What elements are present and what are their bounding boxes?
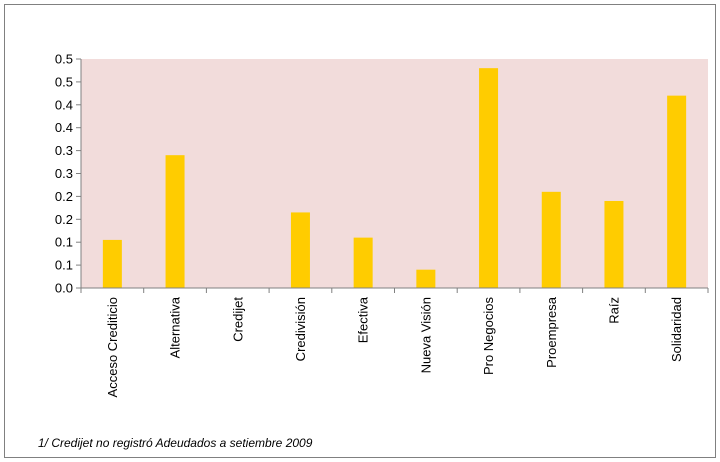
y-tick-label: 0.3	[55, 166, 73, 181]
x-category-label: Raíz	[606, 297, 621, 324]
bar-acceso-crediticio	[102, 239, 122, 288]
plot-area	[81, 59, 708, 288]
bar-proempresa	[541, 191, 561, 288]
x-category-label: Credijet	[230, 297, 245, 342]
bar-pro-negocios	[479, 68, 499, 288]
x-category-label: Solidaridad	[669, 297, 684, 362]
y-tick-label: 0.4	[55, 120, 73, 135]
x-axis-ticks: Acceso Crediticio Alternativa Credijet Cred…	[80, 288, 709, 397]
bars-group	[102, 68, 687, 288]
x-category-label: Credivisión	[293, 297, 308, 361]
y-tick-label: 0.1	[55, 235, 73, 250]
y-tick-label: 0.2	[55, 189, 73, 204]
bar-solidaridad	[667, 95, 687, 288]
y-tick-label: 0.0	[55, 281, 73, 296]
footnote: 1/ Credijet no registró Adeudados a seti…	[38, 436, 313, 450]
x-category-label: Pro Negocios	[481, 297, 496, 376]
y-tick-label: 0.1	[55, 258, 73, 273]
x-category-label: Alternativa	[168, 296, 183, 358]
x-category-label: Acceso Crediticio	[105, 297, 120, 397]
bar-nueva-visión	[416, 269, 436, 288]
x-category-label: Nueva Visión	[418, 297, 433, 373]
bar-alternativa	[165, 155, 185, 288]
x-category-label: Proempresa	[544, 296, 559, 368]
y-tick-label: 0.2	[55, 212, 73, 227]
y-tick-label: 0.3	[55, 143, 73, 158]
y-axis-ticks: 0.0 0.1 0.1 0.2 0.2 0.3 0.3 0.4 0.4 0.5 0.5	[55, 52, 81, 296]
bar-credivisión	[290, 212, 310, 288]
y-tick-label: 0.5	[55, 52, 73, 67]
x-category-label: Efectiva	[356, 296, 371, 343]
y-tick-label: 0.4	[55, 97, 73, 112]
bar-efectiva	[353, 237, 373, 288]
bar-raíz	[604, 200, 624, 288]
y-tick-label: 0.5	[55, 74, 73, 89]
